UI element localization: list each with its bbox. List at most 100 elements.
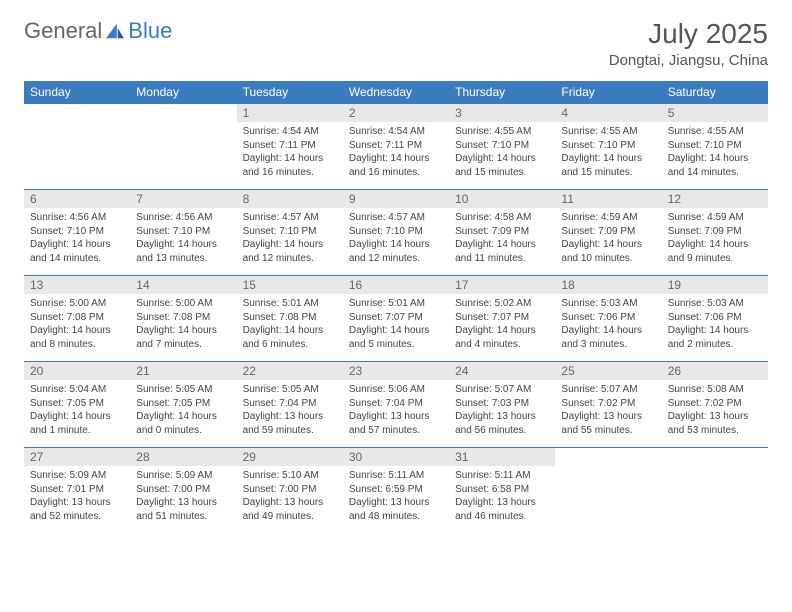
day-sunrise: Sunrise: 5:00 AM [30,297,124,311]
day-body: Sunrise: 4:55 AMSunset: 7:10 PMDaylight:… [555,122,661,182]
day-sunset: Sunset: 6:59 PM [349,483,443,497]
day-number: 8 [237,190,343,208]
day-body: Sunrise: 5:01 AMSunset: 7:08 PMDaylight:… [237,294,343,354]
day-number: 27 [24,448,130,466]
day-body: Sunrise: 5:08 AMSunset: 7:02 PMDaylight:… [662,380,768,440]
day-daylight: Daylight: 14 hours and 15 minutes. [455,152,549,179]
day-body: Sunrise: 5:06 AMSunset: 7:04 PMDaylight:… [343,380,449,440]
weekday-header: Wednesday [343,81,449,104]
day-sunrise: Sunrise: 5:07 AM [561,383,655,397]
day-sunrise: Sunrise: 4:59 AM [668,211,762,225]
day-number: 18 [555,276,661,294]
day-body: Sunrise: 4:57 AMSunset: 7:10 PMDaylight:… [237,208,343,268]
day-daylight: Daylight: 13 hours and 51 minutes. [136,496,230,523]
weekday-row: SundayMondayTuesdayWednesdayThursdayFrid… [24,81,768,104]
day-sunrise: Sunrise: 4:56 AM [136,211,230,225]
day-daylight: Daylight: 14 hours and 16 minutes. [243,152,337,179]
day-cell: 1Sunrise: 4:54 AMSunset: 7:11 PMDaylight… [237,104,343,190]
day-cell: 26Sunrise: 5:08 AMSunset: 7:02 PMDayligh… [662,362,768,448]
day-number: 29 [237,448,343,466]
day-sunrise: Sunrise: 5:09 AM [30,469,124,483]
day-sunrise: Sunrise: 4:56 AM [30,211,124,225]
day-number: 16 [343,276,449,294]
day-sunrise: Sunrise: 4:57 AM [349,211,443,225]
day-sunrise: Sunrise: 5:01 AM [243,297,337,311]
day-sunset: Sunset: 7:10 PM [30,225,124,239]
day-number: 28 [130,448,236,466]
day-body: Sunrise: 4:54 AMSunset: 7:11 PMDaylight:… [343,122,449,182]
day-cell: 29Sunrise: 5:10 AMSunset: 7:00 PMDayligh… [237,448,343,534]
day-cell: 5Sunrise: 4:55 AMSunset: 7:10 PMDaylight… [662,104,768,190]
day-sunset: Sunset: 7:06 PM [668,311,762,325]
day-sunset: Sunset: 7:04 PM [349,397,443,411]
day-sunset: Sunset: 7:09 PM [455,225,549,239]
weekday-header: Tuesday [237,81,343,104]
page-title: July 2025 [609,18,768,50]
day-sunrise: Sunrise: 4:55 AM [561,125,655,139]
day-daylight: Daylight: 14 hours and 13 minutes. [136,238,230,265]
day-sunrise: Sunrise: 5:11 AM [349,469,443,483]
day-body: Sunrise: 5:09 AMSunset: 7:01 PMDaylight:… [24,466,130,526]
day-cell: 13Sunrise: 5:00 AMSunset: 7:08 PMDayligh… [24,276,130,362]
day-number: 15 [237,276,343,294]
day-sunset: Sunset: 7:01 PM [30,483,124,497]
day-cell: 19Sunrise: 5:03 AMSunset: 7:06 PMDayligh… [662,276,768,362]
day-daylight: Daylight: 14 hours and 12 minutes. [243,238,337,265]
day-sunset: Sunset: 7:10 PM [561,139,655,153]
location-text: Dongtai, Jiangsu, China [609,52,768,69]
day-sunrise: Sunrise: 4:57 AM [243,211,337,225]
day-sunrise: Sunrise: 5:01 AM [349,297,443,311]
day-number: 9 [343,190,449,208]
day-cell: 2Sunrise: 4:54 AMSunset: 7:11 PMDaylight… [343,104,449,190]
day-sunset: Sunset: 7:00 PM [243,483,337,497]
day-sunset: Sunset: 7:09 PM [668,225,762,239]
day-body: Sunrise: 5:02 AMSunset: 7:07 PMDaylight:… [449,294,555,354]
day-daylight: Daylight: 14 hours and 9 minutes. [668,238,762,265]
day-sunrise: Sunrise: 5:03 AM [561,297,655,311]
day-sunrise: Sunrise: 5:10 AM [243,469,337,483]
day-daylight: Daylight: 13 hours and 59 minutes. [243,410,337,437]
day-body: Sunrise: 5:00 AMSunset: 7:08 PMDaylight:… [130,294,236,354]
day-number: 23 [343,362,449,380]
day-daylight: Daylight: 13 hours and 57 minutes. [349,410,443,437]
day-sunrise: Sunrise: 4:55 AM [668,125,762,139]
day-cell: 31Sunrise: 5:11 AMSunset: 6:58 PMDayligh… [449,448,555,534]
day-daylight: Daylight: 13 hours and 46 minutes. [455,496,549,523]
day-sunset: Sunset: 7:07 PM [349,311,443,325]
day-daylight: Daylight: 14 hours and 12 minutes. [349,238,443,265]
day-sunset: Sunset: 7:05 PM [136,397,230,411]
day-number: 20 [24,362,130,380]
day-body: Sunrise: 5:11 AMSunset: 6:58 PMDaylight:… [449,466,555,526]
day-number: 14 [130,276,236,294]
logo: General Blue [24,18,172,44]
day-sunrise: Sunrise: 5:11 AM [455,469,549,483]
day-sunset: Sunset: 7:10 PM [668,139,762,153]
day-sunrise: Sunrise: 4:54 AM [349,125,443,139]
day-daylight: Daylight: 14 hours and 4 minutes. [455,324,549,351]
day-sunset: Sunset: 7:07 PM [455,311,549,325]
calendar-head: SundayMondayTuesdayWednesdayThursdayFrid… [24,81,768,104]
day-daylight: Daylight: 14 hours and 3 minutes. [561,324,655,351]
day-body: Sunrise: 4:59 AMSunset: 7:09 PMDaylight:… [662,208,768,268]
day-sunrise: Sunrise: 5:02 AM [455,297,549,311]
calendar-row: 20Sunrise: 5:04 AMSunset: 7:05 PMDayligh… [24,362,768,448]
weekday-header: Monday [130,81,236,104]
day-cell: 9Sunrise: 4:57 AMSunset: 7:10 PMDaylight… [343,190,449,276]
day-cell: 11Sunrise: 4:59 AMSunset: 7:09 PMDayligh… [555,190,661,276]
day-cell: 3Sunrise: 4:55 AMSunset: 7:10 PMDaylight… [449,104,555,190]
day-sunrise: Sunrise: 4:54 AM [243,125,337,139]
day-cell: 20Sunrise: 5:04 AMSunset: 7:05 PMDayligh… [24,362,130,448]
empty-cell [662,448,768,534]
day-sunrise: Sunrise: 5:00 AM [136,297,230,311]
day-sunset: Sunset: 7:08 PM [30,311,124,325]
day-sunset: Sunset: 7:02 PM [561,397,655,411]
day-cell: 15Sunrise: 5:01 AMSunset: 7:08 PMDayligh… [237,276,343,362]
day-sunrise: Sunrise: 4:59 AM [561,211,655,225]
day-cell: 21Sunrise: 5:05 AMSunset: 7:05 PMDayligh… [130,362,236,448]
day-number: 11 [555,190,661,208]
day-sunrise: Sunrise: 5:03 AM [668,297,762,311]
day-body: Sunrise: 5:01 AMSunset: 7:07 PMDaylight:… [343,294,449,354]
day-sunset: Sunset: 6:58 PM [455,483,549,497]
empty-cell [24,104,130,190]
day-body: Sunrise: 4:58 AMSunset: 7:09 PMDaylight:… [449,208,555,268]
